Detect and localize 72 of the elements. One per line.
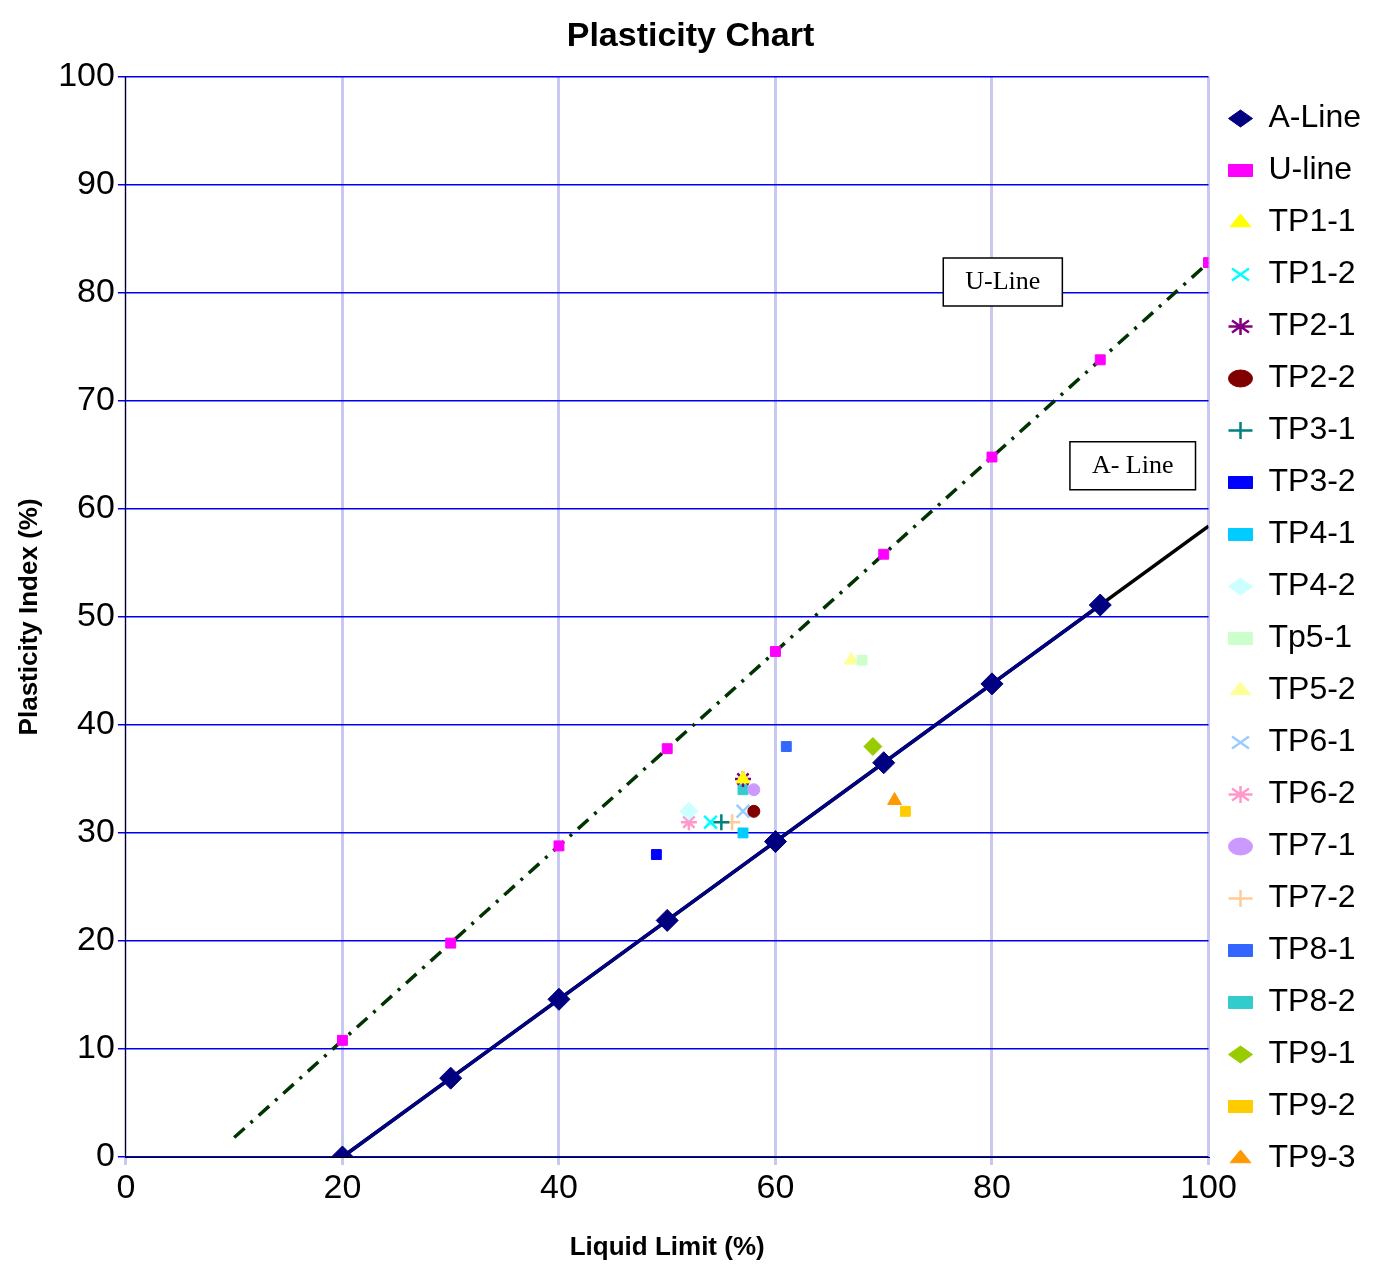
legend-label: TP1-2 — [1268, 254, 1356, 291]
point — [650, 849, 662, 860]
legend-label: A-Line — [1268, 98, 1361, 135]
point — [863, 737, 883, 757]
legend-label: TP9-2 — [1268, 1086, 1356, 1123]
y-tick-label: 20 — [77, 919, 115, 958]
point — [747, 783, 761, 797]
point — [780, 741, 792, 752]
legend-label: TP7-1 — [1268, 826, 1356, 863]
point — [336, 1034, 348, 1046]
point — [980, 672, 1004, 696]
legend-label: TP3-2 — [1268, 462, 1356, 499]
point — [735, 770, 751, 784]
y-tick-label: 10 — [77, 1027, 115, 1066]
point — [770, 646, 781, 657]
point — [737, 827, 749, 839]
legend-label: TP2-1 — [1268, 306, 1356, 343]
y-tick-label: 50 — [77, 595, 115, 634]
annotation: A- Line — [1091, 449, 1174, 479]
chart-title: Plasticity Chart — [566, 14, 815, 53]
point — [445, 937, 457, 949]
legend-label: TP6-2 — [1268, 774, 1356, 811]
point — [763, 830, 787, 854]
y-tick-label: 30 — [77, 811, 115, 850]
point — [878, 548, 890, 560]
point — [747, 804, 761, 818]
legend-label: TP7-2 — [1268, 878, 1356, 915]
legend-label: TP9-3 — [1268, 1138, 1356, 1175]
point — [856, 654, 868, 666]
point — [547, 987, 571, 1011]
legend-label: Tp5-1 — [1268, 618, 1353, 655]
point — [986, 451, 998, 463]
x-tick-label: 60 — [756, 1166, 795, 1205]
legend-label: TP8-2 — [1268, 982, 1356, 1019]
y-tick-label: 90 — [77, 163, 115, 202]
point — [872, 751, 896, 775]
legend-label: U-line — [1268, 150, 1353, 187]
point — [1094, 354, 1106, 366]
y-tick-label: 100 — [58, 55, 115, 94]
y-tick-label: 40 — [77, 703, 115, 742]
legend-label: TP8-1 — [1268, 930, 1356, 967]
legend-label: TP5-2 — [1268, 670, 1356, 707]
legend-label: TP3-1 — [1268, 410, 1356, 447]
y-tick-label: 70 — [77, 379, 115, 418]
point — [1088, 593, 1112, 617]
legend-label: TP2-2 — [1268, 358, 1356, 395]
y-tick-label: 0 — [96, 1135, 115, 1174]
annotation: U-Line — [965, 265, 1041, 295]
point — [899, 805, 911, 817]
legend-label: TP4-2 — [1268, 566, 1356, 603]
legend-label: TP4-1 — [1268, 514, 1356, 551]
legend-label: TP9-1 — [1268, 1034, 1356, 1071]
point — [702, 814, 719, 830]
x-axis-title: Liquid Limit (%) — [569, 1230, 765, 1261]
legend-label: TP6-1 — [1268, 722, 1356, 759]
y-tick-label: 80 — [77, 271, 115, 310]
point — [712, 812, 731, 832]
point — [735, 803, 751, 819]
x-tick-label: 100 — [1180, 1166, 1237, 1205]
point — [679, 801, 699, 821]
x-tick-label: 20 — [323, 1166, 362, 1205]
y-axis-title: Plasticity Index (%) — [12, 498, 43, 736]
x-tick-label: 80 — [973, 1166, 1011, 1205]
point — [887, 792, 902, 806]
y-tick-label: 60 — [77, 487, 115, 526]
point — [553, 840, 565, 852]
x-tick-label: 40 — [540, 1166, 578, 1205]
point — [655, 908, 679, 932]
point — [737, 784, 749, 796]
legend-label: TP1-1 — [1268, 202, 1356, 239]
point — [439, 1066, 463, 1090]
point — [661, 743, 673, 755]
